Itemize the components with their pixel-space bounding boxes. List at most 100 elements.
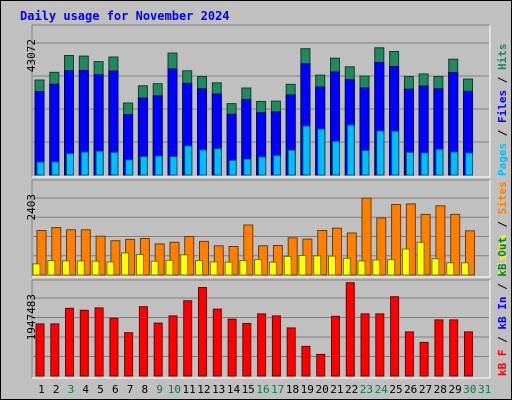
day-label: 23 bbox=[360, 383, 373, 396]
bar-sites bbox=[435, 205, 446, 276]
bar-pages bbox=[465, 152, 473, 176]
bar-visits bbox=[372, 259, 381, 276]
bar-kbf bbox=[124, 332, 134, 377]
bar-kbf bbox=[94, 307, 104, 377]
bar-visits bbox=[224, 261, 233, 276]
y-axis-max-label: 43072 bbox=[25, 39, 38, 72]
bar-kbf bbox=[183, 300, 193, 377]
bar-sites bbox=[95, 235, 106, 276]
legend-item-kbf: kB F bbox=[496, 350, 509, 377]
y-axis-max-label: 1947483 bbox=[25, 294, 38, 340]
panel-2: 2403 bbox=[25, 179, 491, 278]
bar-visits bbox=[32, 263, 41, 276]
legend-separator: / bbox=[496, 123, 509, 143]
day-label: 21 bbox=[330, 383, 343, 396]
bar-kbf bbox=[345, 282, 355, 377]
bar-kbf bbox=[79, 309, 89, 377]
bar-visits bbox=[431, 258, 440, 276]
bar-sites bbox=[465, 230, 475, 276]
bar-visits bbox=[239, 260, 248, 276]
bar-sites bbox=[51, 227, 62, 276]
day-label: 14 bbox=[227, 383, 241, 396]
bar-pages bbox=[243, 158, 252, 176]
bar-sites bbox=[243, 224, 254, 276]
bar-visits bbox=[195, 260, 203, 276]
bar-kbf bbox=[316, 353, 326, 377]
bar-kbf bbox=[449, 319, 459, 377]
bar-visits bbox=[47, 260, 56, 276]
bar-pages bbox=[139, 156, 148, 176]
bar-sites bbox=[376, 217, 387, 276]
bar-kbf bbox=[375, 313, 385, 377]
bar-visits bbox=[135, 254, 144, 276]
bar-kbf bbox=[109, 317, 119, 377]
day-label: 13 bbox=[212, 383, 225, 396]
day-label: 1 bbox=[38, 383, 45, 396]
bar-sites bbox=[450, 213, 461, 276]
x-axis-day-labels: 1 2 3 4 5 6 7 8 9 10 11 12 13 14 15 16 17 18 19 20 21 22 23 24 2… bbox=[38, 383, 491, 396]
day-label: 12 bbox=[197, 383, 210, 396]
bar-pages bbox=[258, 156, 267, 176]
bar-pages bbox=[51, 161, 60, 176]
bar-kbf bbox=[35, 323, 45, 377]
bar-sites bbox=[199, 240, 209, 276]
legend-3: kB F / kB In / kB Out bbox=[496, 237, 509, 376]
bar-kbf bbox=[404, 331, 414, 377]
bar-visits bbox=[150, 260, 159, 276]
bar-sites bbox=[66, 229, 76, 276]
bar-visits bbox=[387, 259, 396, 276]
bar-sites bbox=[405, 203, 416, 276]
bar-pages bbox=[317, 128, 326, 176]
legend-item-pages: Pages bbox=[496, 143, 509, 176]
bar-kbf bbox=[360, 313, 370, 377]
bar-kbf bbox=[434, 319, 444, 377]
bar-pages bbox=[66, 153, 74, 176]
day-label: 29 bbox=[448, 383, 461, 396]
bar-kbf bbox=[257, 313, 267, 377]
panel-1: 43072 bbox=[25, 24, 491, 178]
bar-sites bbox=[36, 230, 47, 276]
panel-3: 1947483 bbox=[25, 279, 491, 379]
day-label: 20 bbox=[315, 383, 328, 396]
bar-kbf bbox=[65, 307, 74, 377]
bar-kbf bbox=[138, 306, 148, 377]
day-label: 3 bbox=[68, 383, 75, 396]
day-label: 30 bbox=[463, 383, 476, 396]
bar-sites bbox=[317, 230, 328, 276]
bar-kbf bbox=[227, 318, 237, 377]
bar-pages bbox=[391, 130, 400, 176]
bar-pages bbox=[450, 151, 459, 176]
legend-item-files: Files bbox=[496, 90, 509, 123]
bar-visits bbox=[121, 252, 130, 276]
bar-sites bbox=[213, 245, 224, 276]
bar-kbf bbox=[242, 323, 252, 377]
bar-sites bbox=[361, 197, 372, 276]
bar-pages bbox=[154, 155, 163, 176]
bar-sites bbox=[391, 204, 402, 276]
bar-pages bbox=[302, 125, 311, 176]
bar-visits bbox=[416, 241, 425, 276]
day-label: 24 bbox=[375, 383, 389, 396]
bar-kbf bbox=[464, 331, 473, 377]
bar-visits bbox=[446, 262, 455, 276]
bar-visits bbox=[254, 259, 263, 276]
legend-item-kbin: kB In bbox=[496, 297, 509, 330]
bar-kbf bbox=[50, 323, 60, 377]
bar-pages bbox=[228, 159, 237, 176]
bar-visits bbox=[106, 261, 115, 276]
day-label: 5 bbox=[97, 383, 104, 396]
bar-kbf bbox=[286, 327, 296, 377]
bar-sites bbox=[80, 229, 91, 276]
day-label: 15 bbox=[242, 383, 255, 396]
bar-pages bbox=[346, 124, 355, 176]
legend-item-visits: Visits bbox=[496, 234, 509, 274]
bar-pages bbox=[361, 150, 370, 176]
day-label: 2 bbox=[53, 383, 60, 396]
legend-separator: / bbox=[496, 277, 509, 297]
day-label: 6 bbox=[112, 383, 119, 396]
bar-pages bbox=[435, 148, 444, 176]
chart-title: Daily usage for November 2024 bbox=[20, 9, 230, 23]
bar-sites bbox=[169, 241, 180, 276]
day-label: 18 bbox=[286, 383, 299, 396]
day-label: 26 bbox=[404, 383, 417, 396]
